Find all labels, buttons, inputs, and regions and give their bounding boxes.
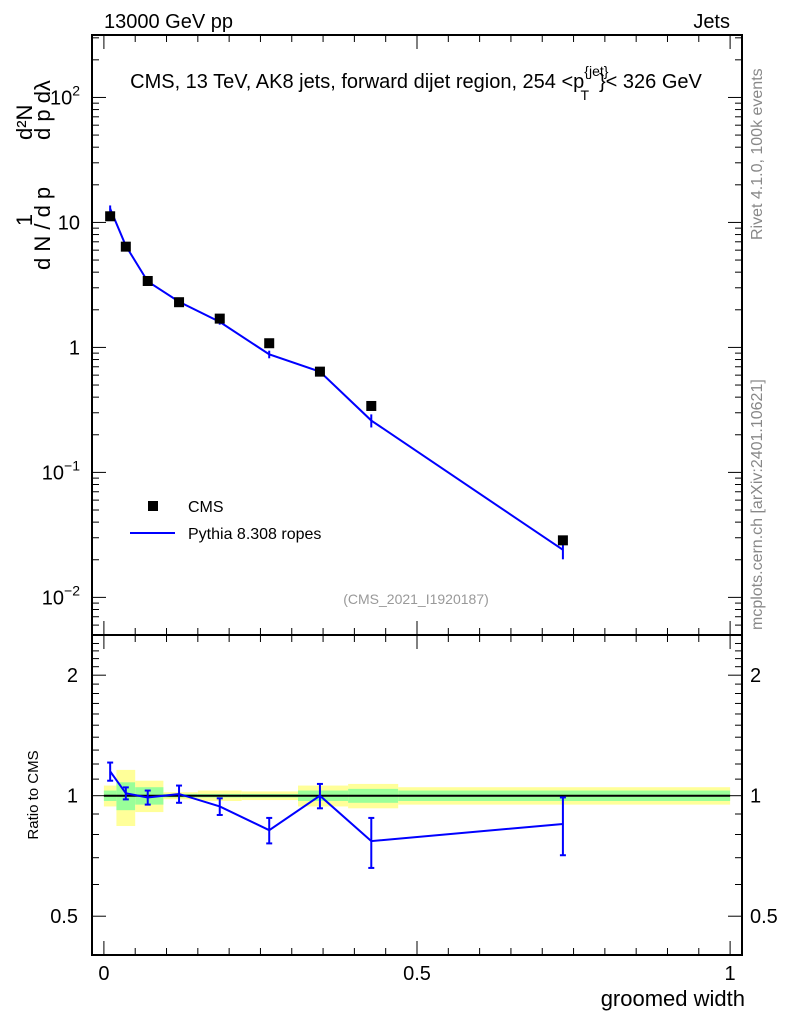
rivet-label: Rivet 4.1.0, 100k events <box>749 68 766 240</box>
cms-point <box>264 338 275 349</box>
legend-pythia-label: Pythia 8.308 ropes <box>188 526 321 543</box>
header-left: 13000 GeV pp <box>104 11 233 33</box>
ratio-y-tick-label-right: 0.5 <box>750 906 778 928</box>
ratio-y-tick-label: 0.5 <box>50 906 78 928</box>
cms-point <box>174 297 185 308</box>
cms-point <box>105 211 116 222</box>
xlabel: groomed width <box>601 986 745 1011</box>
y-tick-label: 10−2 <box>42 582 80 609</box>
y-tick-label: 10 <box>58 212 80 234</box>
pythia-line <box>109 208 564 551</box>
ylabel-numerator: 1 <box>12 214 37 226</box>
y-tick-label: 1 <box>69 337 80 359</box>
y-tick-label: 102 <box>50 82 80 109</box>
ratio-data <box>107 761 566 869</box>
legend: CMS Pythia 8.308 ropes <box>130 499 321 543</box>
title-main: CMS, 13 TeV, AK8 jets, forward dijet reg… <box>130 71 584 93</box>
ratio-ylabel: Ratio to CMS <box>25 750 42 839</box>
cms-point <box>214 313 225 324</box>
axes: 0 0.5 1 102 10 1 10−1 10−2 2 2 1 1 0.5 0.5 <box>42 34 778 985</box>
x-tick-label: 0.5 <box>403 963 431 985</box>
cms-point <box>557 535 568 546</box>
cms-point <box>142 275 153 286</box>
annotation: (CMS_2021_I1920187) <box>343 591 489 607</box>
ratio-bands <box>103 769 731 827</box>
cms-point <box>314 366 325 377</box>
cms-point <box>120 241 131 252</box>
legend-cms-label: CMS <box>188 499 224 516</box>
ratio-y-tick-label: 2 <box>67 665 78 687</box>
title-end: }< 326 GeV <box>599 71 703 93</box>
ratio-y-tick-label: 1 <box>67 786 78 808</box>
cms-point <box>366 400 377 411</box>
ratio-y-tick-label-right: 1 <box>750 786 761 808</box>
plot-title: CMS, 13 TeV, AK8 jets, forward dijet reg… <box>130 63 702 103</box>
ylabel-denominator: d N / d p <box>30 187 55 270</box>
mcplots-label: mcplots.cern.ch [arXiv:2401.10621] <box>749 379 766 630</box>
x-tick-label: 0 <box>98 963 109 985</box>
legend-cms-marker <box>148 501 158 511</box>
ylabel-dpt-dlambda: d p dλ <box>30 80 55 140</box>
main-ylabel: 1 d N / d p d²N d p dλ <box>12 80 55 270</box>
x-tick-label: 1 <box>725 963 736 985</box>
title-sub: T <box>580 87 589 103</box>
main-frame <box>91 34 743 636</box>
header-right: Jets <box>693 11 730 33</box>
main-data <box>105 205 568 560</box>
title-sup: {jet} <box>584 63 608 79</box>
ylabel-d2n: d²N <box>12 105 37 140</box>
y-tick-label: 10−1 <box>42 457 80 484</box>
ratio-y-tick-label-right: 2 <box>750 665 761 687</box>
